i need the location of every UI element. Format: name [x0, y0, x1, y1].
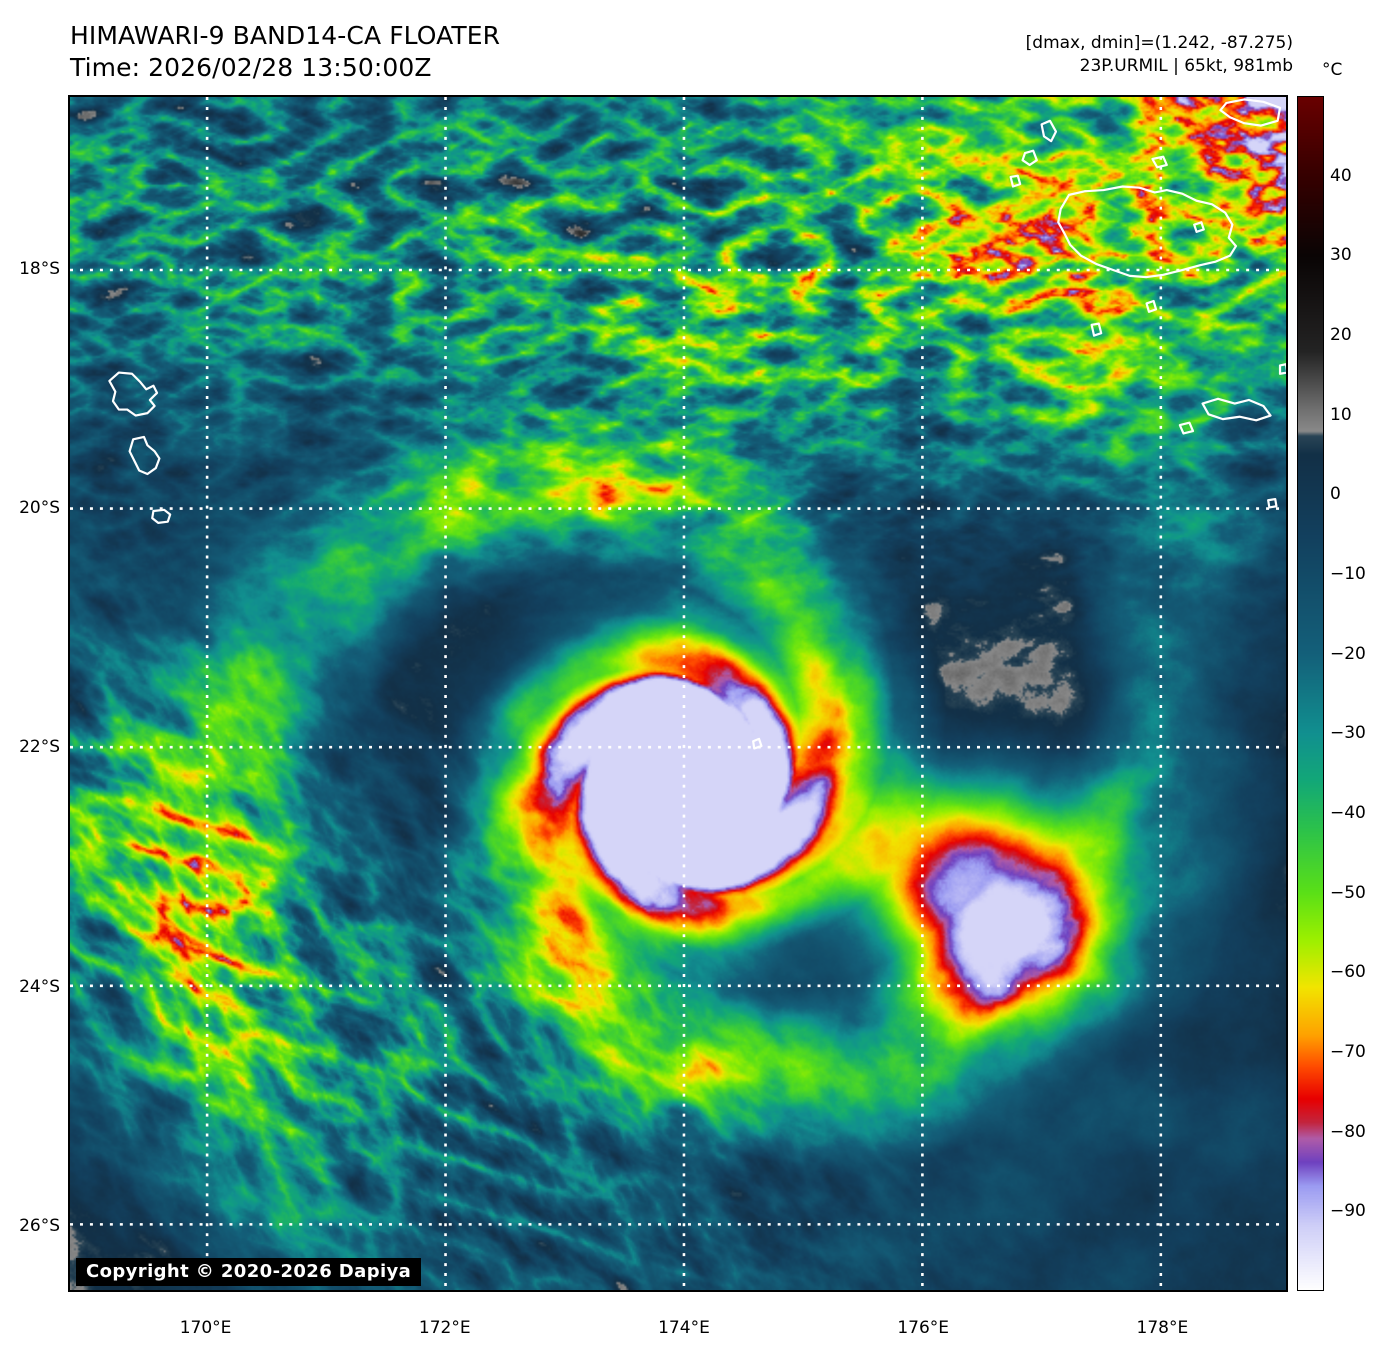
- timestamp-label: Time: 2026/02/28 13:50:00Z: [70, 53, 432, 82]
- colorbar-unit-label: °C: [1322, 60, 1343, 80]
- colorbar-tick-label: −40: [1330, 803, 1366, 823]
- graticule-grid: [70, 97, 1286, 1290]
- infrared-brightness-temperature-field: [70, 97, 1286, 1290]
- copyright-banner: Copyright © 2020-2026 Dapiya: [76, 1258, 422, 1286]
- satellite-plot-area[interactable]: Copyright © 2020-2026 Dapiya: [68, 95, 1288, 1292]
- longitude-tick-label: 172°E: [418, 1318, 471, 1338]
- colorbar-tick-label: −60: [1330, 962, 1366, 983]
- colorbar-gradient: [1298, 97, 1323, 1290]
- latitude-tick-label: 18°S: [19, 258, 60, 279]
- dmax-dmin-label: [dmax, dmin]=(1.242, -87.275): [1025, 33, 1293, 53]
- longitude-tick-label: 174°E: [658, 1318, 710, 1338]
- colorbar-tick-label: −30: [1330, 723, 1366, 744]
- temperature-colorbar[interactable]: [1297, 96, 1324, 1291]
- colorbar-tick-label: −80: [1330, 1121, 1366, 1142]
- storm-info-label: 23P.URMIL | 65kt, 981mb: [1079, 56, 1293, 76]
- colorbar-tick-label: −70: [1330, 1042, 1366, 1062]
- latitude-tick-label: 24°S: [19, 976, 60, 997]
- longitude-tick-label: 178°E: [1136, 1318, 1189, 1338]
- metadata-block: [dmax, dmin]=(1.242, -87.275) 23P.URMIL …: [1026, 32, 1293, 78]
- colorbar-tick-label: 30: [1330, 245, 1352, 266]
- colorbar-tick-label: −10: [1330, 564, 1366, 584]
- longitude-tick-label: 176°E: [897, 1318, 950, 1338]
- latitude-tick-label: 26°S: [19, 1216, 60, 1237]
- colorbar-tick-label: −50: [1330, 882, 1366, 903]
- title-block: HIMAWARI-9 BAND14-CA FLOATER Time: 2026/…: [70, 20, 500, 84]
- latitude-tick-label: 22°S: [19, 737, 60, 758]
- colorbar-tick-label: −20: [1330, 643, 1366, 664]
- latitude-tick-label: 20°S: [19, 497, 60, 518]
- page-title: HIMAWARI-9 BAND14-CA FLOATER: [70, 21, 501, 50]
- colorbar-tick-label: 20: [1330, 325, 1352, 345]
- colorbar-tick-label: −90: [1330, 1201, 1366, 1222]
- colorbar-tick-label: 40: [1330, 165, 1352, 186]
- longitude-tick-label: 170°E: [179, 1318, 232, 1338]
- colorbar-tick-label: 0: [1330, 484, 1341, 505]
- colorbar-tick-label: 10: [1330, 404, 1352, 425]
